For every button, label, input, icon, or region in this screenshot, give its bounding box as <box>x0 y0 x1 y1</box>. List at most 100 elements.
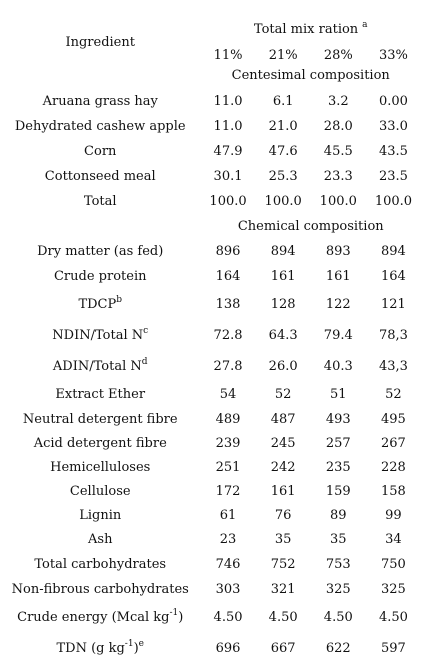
cell-value: 495 <box>381 411 406 427</box>
cell-value: 3.2 <box>327 94 349 109</box>
cell-value: 100.0 <box>264 194 302 209</box>
cell-value: 33.0 <box>378 119 408 134</box>
row-label: Total carbohydrates <box>34 557 167 572</box>
table-row: Ash 23 35 35 34 <box>0 527 421 552</box>
cell-value: 43,3 <box>378 359 408 374</box>
row-label: TDN (g kg-1)e <box>0 633 200 664</box>
row-label-text: NDIN/Total N <box>52 328 144 343</box>
cell-value: 100.0 <box>319 194 357 209</box>
cell-value: 28.0 <box>323 119 353 134</box>
cell-value: 25.3 <box>268 169 298 184</box>
table-row: Crude energy (Mcal kg-1) 4.50 4.50 4.50 … <box>0 602 421 633</box>
cell-value: 35 <box>330 532 347 547</box>
row-label-suffix: ) <box>133 641 139 656</box>
cell-value: 26.0 <box>268 359 298 374</box>
section-row-centesimal: Centesimal composition <box>0 62 421 89</box>
cell-value: 72.8 <box>213 328 243 343</box>
cell-value: 235 <box>325 459 351 475</box>
column-header: 21% <box>268 48 298 63</box>
cell-value: 4.50 <box>323 610 353 625</box>
row-label: Crude protein <box>53 269 147 284</box>
cell-value: 40.3 <box>323 359 353 374</box>
cell-value: 47.6 <box>268 144 298 159</box>
section-row-chemical: Chemical composition <box>0 214 421 239</box>
row-label: Non-fibrous carbohydrates <box>11 582 189 597</box>
row-label: Cellulose <box>69 483 131 499</box>
cell-value: 100.0 <box>374 194 413 209</box>
cell-value: 61 <box>219 507 237 523</box>
total-mix-header: Total mix ration a <box>200 8 421 37</box>
cell-value: 23.3 <box>323 169 353 184</box>
cell-value: 23 <box>219 532 237 547</box>
cell-value: 52 <box>385 387 402 402</box>
row-label: Lignin <box>79 507 122 523</box>
cell-value: 325 <box>325 582 351 597</box>
table-row: TDN (g kg-1)e 696 667 622 597 <box>0 633 421 664</box>
ration-composition-table: Total mix ration a Ingredient 11% 21% 28%… <box>0 8 421 664</box>
row-label: Acid detergent fibre <box>33 435 167 451</box>
table-row-total: Total 100.0 100.0 100.0 100.0 <box>0 189 421 214</box>
cell-value: 54 <box>219 387 237 402</box>
cell-value: 172 <box>215 483 241 499</box>
total-mix-sup: a <box>362 20 368 30</box>
table-row: NDIN/Total Nc 72.8 64.3 79.4 78,3 <box>0 320 421 351</box>
cell-value: 21.0 <box>268 119 298 134</box>
cell-value: 43.5 <box>378 144 408 159</box>
row-label: Total <box>83 194 117 209</box>
cell-value: 325 <box>381 582 406 597</box>
row-label: TDCPb <box>0 289 200 320</box>
row-label: Corn <box>84 144 117 159</box>
row-label: Crude energy (Mcal kg-1) <box>0 602 200 633</box>
cell-value: 489 <box>215 411 241 427</box>
cell-value: 121 <box>381 297 406 312</box>
unit-exponent: -1 <box>124 639 134 649</box>
table-row: Lignin 61 76 89 99 <box>0 503 421 527</box>
cell-value: 164 <box>381 269 406 284</box>
cell-value: 11.0 <box>213 119 243 134</box>
footnote-marker: b <box>116 295 123 305</box>
row-label-text: ADIN/Total N <box>52 359 142 374</box>
cell-value: 257 <box>325 435 351 451</box>
table-row: Total carbohydrates 746 752 753 750 <box>0 552 421 577</box>
row-label: NDIN/Total Nc <box>0 320 200 351</box>
row-label-text: TDN (g kg <box>56 641 125 656</box>
row-label: Dehydrated cashew apple <box>14 119 186 134</box>
table-row: Non-fibrous carbohydrates 303 321 325 32… <box>0 577 421 602</box>
table-row: Corn 47.9 47.6 45.5 43.5 <box>0 139 421 164</box>
column-header: 33% <box>378 48 408 63</box>
row-label: Ash <box>88 532 113 547</box>
row-label: Hemicelluloses <box>50 459 151 475</box>
table-row: Cellulose 172 161 159 158 <box>0 479 421 503</box>
footnote-marker: e <box>138 639 144 649</box>
footnote-marker: d <box>141 357 148 367</box>
column-header: 28% <box>323 48 353 63</box>
cell-value: 251 <box>215 459 241 475</box>
header-row-title: Total mix ration a <box>0 8 421 37</box>
header-row-columns: Ingredient 11% 21% 28% 33% <box>0 36 421 62</box>
cell-value: 161 <box>325 269 351 284</box>
cell-value: 23.5 <box>378 169 408 184</box>
cell-value: 100.0 <box>209 194 247 209</box>
cell-value: 894 <box>381 244 406 259</box>
table-row: ADIN/Total Nd 27.8 26.0 40.3 43,3 <box>0 351 421 382</box>
total-mix-label: Total mix ration <box>253 22 359 37</box>
cell-value: 493 <box>325 411 351 427</box>
table-row: Hemicelluloses 251 242 235 228 <box>0 455 421 479</box>
cell-value: 35 <box>274 532 292 547</box>
cell-value: 896 <box>215 244 241 259</box>
row-label-text: Crude energy (Mcal kg <box>17 610 170 625</box>
cell-value: 4.50 <box>378 610 408 625</box>
ingredient-header: Ingredient <box>65 35 135 50</box>
cell-value: 750 <box>381 557 406 572</box>
cell-value: 78,3 <box>378 328 408 343</box>
cell-value: 161 <box>270 483 296 499</box>
cell-value: 239 <box>215 435 241 451</box>
cell-value: 753 <box>325 557 351 572</box>
cell-value: 667 <box>270 641 296 656</box>
row-label: Cottonseed meal <box>44 169 156 184</box>
cell-value: 245 <box>270 435 296 451</box>
table-row: Dry matter (as fed) 896 894 893 894 <box>0 239 421 264</box>
cell-value: 746 <box>215 557 241 572</box>
cell-value: 0.00 <box>378 94 408 109</box>
cell-value: 52 <box>274 387 292 402</box>
